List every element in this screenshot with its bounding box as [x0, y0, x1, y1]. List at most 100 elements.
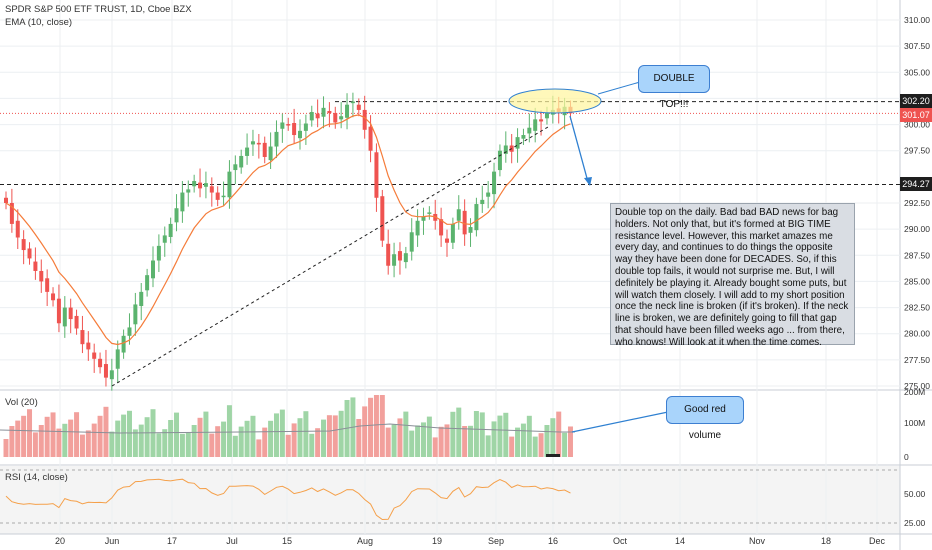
x-tick-label: 15: [282, 536, 292, 546]
volume-bar: [250, 415, 256, 457]
candle: [503, 145, 508, 154]
resistance-price-tag: 302.20: [900, 94, 932, 108]
good-red-volume-callout[interactable]: Good red volume: [666, 396, 744, 441]
volume-bar: [550, 418, 556, 457]
x-tick-label: Jul: [226, 536, 238, 546]
volume-bar: [503, 412, 509, 457]
candle: [9, 203, 14, 224]
y-tick-label: 300.00: [904, 120, 930, 130]
volume-bar: [62, 423, 68, 457]
candle: [415, 220, 420, 236]
double-top-callout[interactable]: DOUBLE TOP!!!: [638, 65, 710, 110]
y-tick-label: 305.00: [904, 67, 930, 77]
y-tick-label: 297.50: [904, 146, 930, 156]
x-tick-label: Jun: [105, 536, 120, 546]
rsi-y-tick-label: 50.00: [904, 489, 926, 499]
candle: [62, 307, 67, 327]
volume-bar: [273, 413, 279, 457]
volume-bar: [420, 422, 426, 457]
volume-ma-line: [0, 423, 575, 434]
rsi-pane-label: RSI (14, close): [5, 472, 68, 483]
candle: [103, 364, 108, 378]
candle: [345, 104, 350, 118]
candle: [533, 119, 538, 131]
candle: [439, 219, 444, 236]
candle: [33, 261, 38, 271]
volume-bar: [174, 412, 180, 457]
candle: [227, 171, 232, 198]
volume-bar: [515, 427, 521, 457]
candle: [497, 150, 502, 171]
candle: [445, 238, 449, 243]
volume-bar: [303, 411, 309, 457]
volume-bar: [326, 415, 332, 457]
candle: [286, 124, 291, 126]
volume-bar: [144, 417, 150, 457]
volume-bar: [268, 420, 274, 457]
volume-marker: [546, 454, 560, 457]
volume-bar: [132, 429, 138, 457]
rsi-y-tick-label: 25.00: [904, 518, 926, 528]
candle: [174, 208, 179, 223]
candle: [245, 147, 250, 156]
volume-bar: [291, 423, 297, 457]
candle: [80, 330, 85, 345]
volume-bar: [473, 411, 479, 457]
volume-bar: [27, 409, 33, 457]
volume-bar: [74, 412, 80, 457]
candle: [521, 135, 526, 139]
y-tick-label: 275.00: [904, 381, 930, 391]
volume-bar: [15, 420, 21, 457]
volume-bar: [97, 415, 103, 457]
candle: [321, 107, 326, 117]
x-tick-label: 16: [548, 536, 558, 546]
volume-bar: [403, 411, 409, 457]
volume-bar: [409, 430, 415, 457]
candle: [421, 216, 426, 221]
candle: [544, 113, 549, 119]
volume-bar: [532, 436, 538, 457]
candle: [280, 122, 285, 129]
volume-bar: [285, 434, 291, 457]
volume-bar: [209, 433, 215, 457]
candle: [239, 155, 244, 168]
candle: [450, 223, 455, 243]
volume-bar: [121, 414, 127, 457]
volume-bar: [126, 410, 132, 457]
x-tick-label: 19: [432, 536, 442, 546]
candle: [350, 101, 355, 104]
volume-bar: [262, 427, 268, 457]
volume-bar: [215, 426, 221, 457]
volume-bar: [338, 410, 344, 457]
volume-bar: [444, 424, 450, 457]
candle: [474, 204, 479, 231]
volume-bar: [497, 415, 503, 457]
candle: [51, 293, 56, 301]
volume-bar: [556, 411, 562, 457]
candle: [98, 358, 103, 368]
double-top-ellipse: [508, 88, 602, 114]
analysis-note[interactable]: Double top on the daily. Bad bad BAD new…: [610, 203, 855, 348]
y-tick-label: 277.50: [904, 355, 930, 365]
volume-bar: [203, 411, 209, 457]
volume-bar: [79, 434, 85, 457]
candle: [115, 349, 120, 369]
candle: [15, 220, 20, 238]
volume-bar: [321, 419, 327, 457]
volume-bar: [85, 430, 91, 457]
candle: [468, 227, 473, 233]
candle: [250, 141, 255, 145]
x-tick-label: Nov: [749, 536, 766, 546]
candle: [539, 119, 544, 122]
y-tick-label: 290.00: [904, 224, 930, 234]
volume-bar: [544, 425, 550, 457]
volume-bar: [138, 424, 144, 457]
down-arrow: [569, 115, 589, 183]
volume-bar: [68, 419, 74, 457]
candle: [327, 110, 332, 114]
x-tick-label: Dec: [869, 536, 886, 546]
volume-bar: [297, 418, 303, 457]
volume-bar: [538, 433, 544, 457]
volume-pane-label: Vol (20): [5, 397, 38, 408]
candle: [409, 232, 414, 252]
